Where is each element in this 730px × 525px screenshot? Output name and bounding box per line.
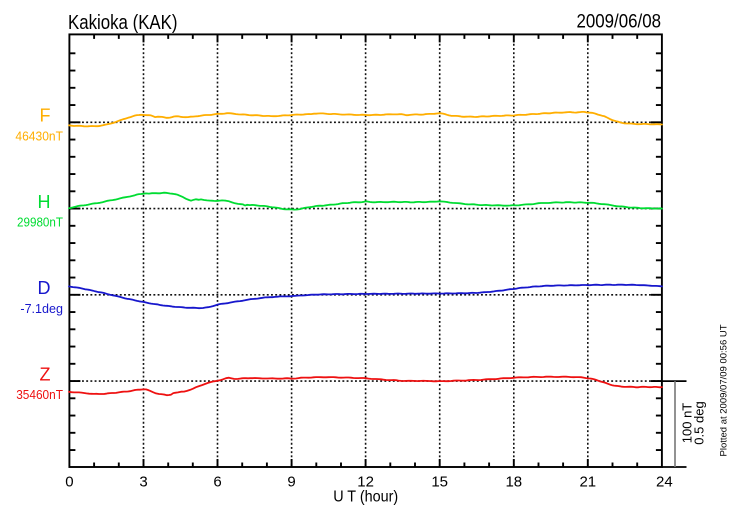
- svg-text:Kakioka (KAK): Kakioka (KAK): [68, 12, 178, 34]
- svg-text:0.5 deg: 0.5 deg: [692, 401, 707, 444]
- svg-text:-7.1deg: -7.1deg: [20, 301, 63, 316]
- svg-text:2009/06/08: 2009/06/08: [577, 12, 662, 33]
- svg-text:H: H: [38, 192, 51, 212]
- svg-text:21: 21: [579, 474, 596, 491]
- svg-text:24: 24: [656, 474, 673, 491]
- svg-text:18: 18: [505, 474, 522, 491]
- svg-text:U T (hour): U T (hour): [333, 489, 398, 506]
- svg-text:9: 9: [287, 474, 295, 491]
- svg-text:46430nT: 46430nT: [15, 128, 63, 143]
- svg-text:0: 0: [65, 474, 73, 491]
- svg-text:35460nT: 35460nT: [16, 387, 63, 402]
- svg-text:Plotted at 2009/07/09 00:56 UT: Plotted at 2009/07/09 00:56 UT: [719, 324, 730, 456]
- svg-text:F: F: [40, 106, 51, 126]
- svg-text:D: D: [38, 278, 51, 298]
- svg-text:6: 6: [213, 474, 221, 491]
- svg-text:29980nT: 29980nT: [17, 215, 63, 230]
- svg-text:Z: Z: [40, 364, 51, 384]
- svg-text:3: 3: [139, 474, 147, 491]
- svg-text:15: 15: [431, 474, 448, 491]
- svg-text:12: 12: [357, 474, 374, 491]
- svg-text:100 nT: 100 nT: [680, 403, 695, 444]
